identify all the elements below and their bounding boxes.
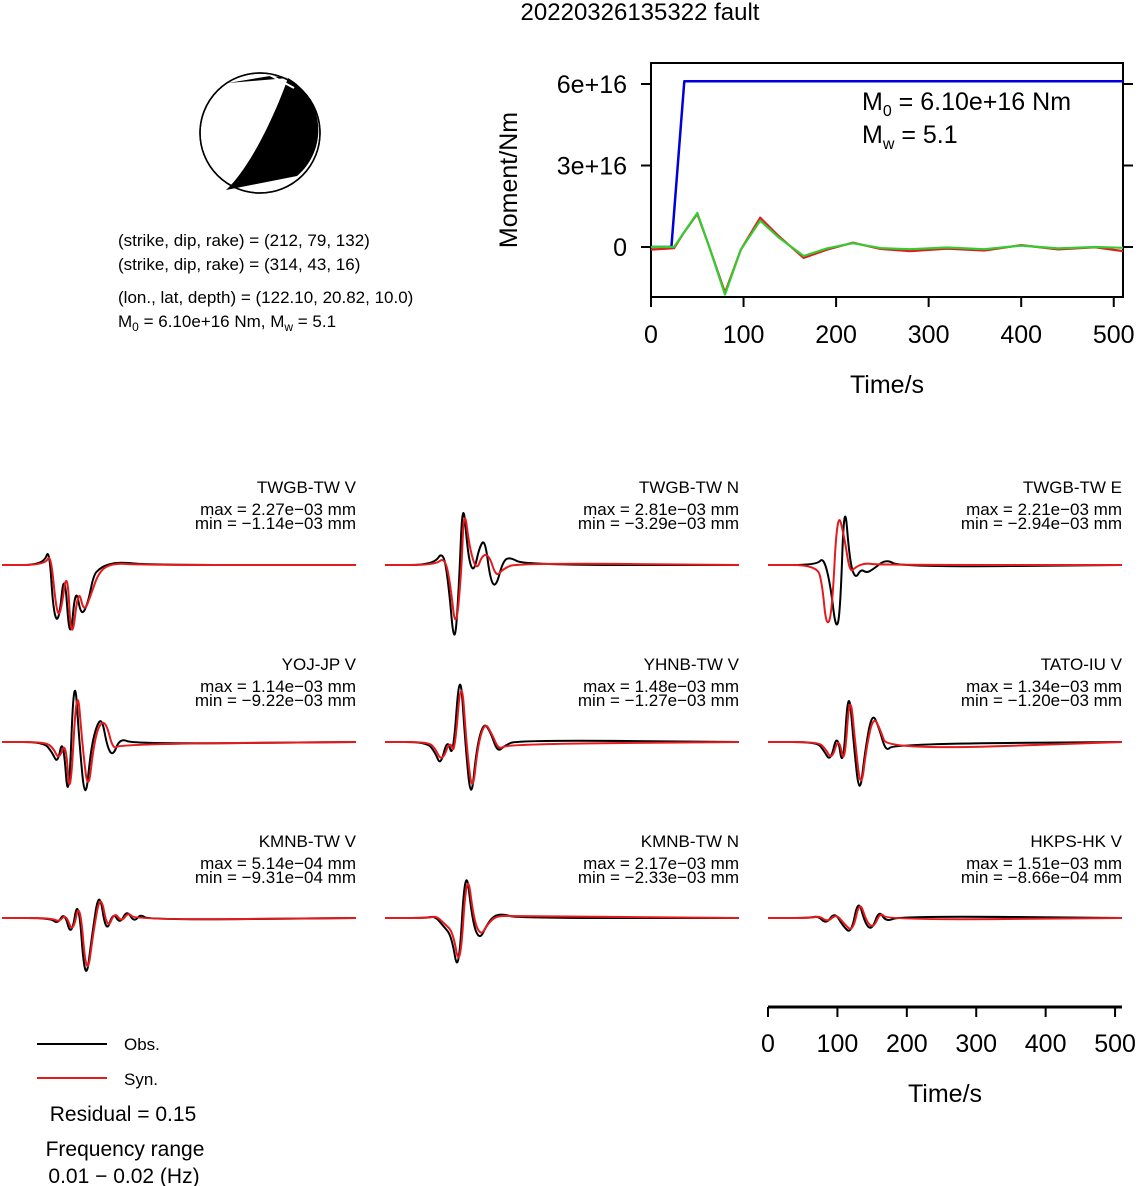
waveform-synthetic [1, 699, 357, 786]
waveform-synthetic [384, 517, 740, 621]
waveform-time-axis: Time/s 0 100 200 300 400 500 [761, 1005, 1136, 1108]
waveform-synthetic [2, 900, 357, 967]
waveform-xtick-label: 100 [817, 1030, 859, 1058]
moment-series-2 [651, 211, 1124, 296]
legend-syn-label: Syn. [124, 1070, 158, 1089]
station-min: min = −1.27e−03 mm [578, 691, 739, 710]
station-max: max = 2.17e−03 mm [583, 854, 739, 873]
station-label: TWGB-TW V [257, 478, 357, 497]
station-max: max = 2.27e−03 mm [200, 500, 356, 519]
station-label: HKPS-HK V [1030, 832, 1122, 851]
beachball-icon [199, 72, 321, 194]
station-max: max = 5.14e−04 mm [200, 854, 356, 873]
waveform-observed [1, 689, 357, 792]
waveform-observed [385, 879, 739, 964]
moment-chart: 0 3e+16 6e+16 0 100 200 300 400 500 Moment/Nm T… [495, 62, 1135, 399]
mechanism-line-4: M0 = 6.10e+16 Nm, Mw = 5.1 [118, 312, 336, 334]
station-min: min = −1.14e−03 mm [195, 514, 356, 533]
station-min: min = −9.31e−04 mm [195, 868, 356, 887]
moment-mw-annotation: Mw = 5.1 [862, 121, 958, 153]
station-max: max = 2.81e−03 mm [583, 500, 739, 519]
moment-series-1 [650, 212, 1124, 294]
station-label: KMNB-TW N [641, 832, 739, 851]
moment-series-group [650, 80, 1124, 296]
station-min: min = −2.33e−03 mm [578, 868, 739, 887]
waveform-synthetic [384, 689, 740, 785]
waveform-xtick-label: 400 [1025, 1030, 1067, 1058]
station-label: YOJ-JP V [282, 655, 357, 674]
station-max: max = 1.48e−03 mm [583, 677, 739, 696]
moment-plot-frame [650, 62, 1124, 298]
station-label: TWGB-TW N [639, 478, 739, 497]
station-min: min = −1.20e−03 mm [961, 691, 1122, 710]
station-max: max = 1.51e−03 mm [966, 854, 1122, 873]
moment-m0-annotation: M0 = 6.10e+16 Nm [862, 88, 1071, 120]
station-label: YHNB-TW V [644, 655, 740, 674]
residual-text: Residual = 0.15 [50, 1103, 197, 1126]
figure-title: 20220326135322 fault [521, 0, 760, 26]
station-max: max = 2.21e−03 mm [966, 500, 1122, 519]
waveform-xlabel: Time/s [908, 1080, 982, 1108]
moment-xtick-label: 0 [644, 321, 658, 349]
moment-xtick-label: 400 [1000, 321, 1042, 349]
waveform-synthetic [767, 519, 1122, 624]
station-min: min = −9.22e−03 mm [195, 691, 356, 710]
mechanism-line-1: (strike, dip, rake) = (212, 79, 132) [118, 231, 370, 250]
moment-xtick-label: 100 [723, 321, 765, 349]
waveform-synthetic [385, 883, 740, 959]
moment-xlabel: Time/s [850, 371, 924, 399]
waveform-synthetic [768, 905, 1123, 930]
moment-ytick-label: 0 [613, 234, 627, 262]
moment-ytick-label: 3e+16 [557, 153, 627, 181]
waveform-xtick-label: 0 [761, 1030, 775, 1058]
station-min: min = −2.94e−03 mm [961, 514, 1122, 533]
moment-xtick-label: 500 [1093, 321, 1135, 349]
legend: Obs. Syn. Residual = 0.15 Frequency rang… [37, 1035, 204, 1186]
waveform-xtick-label: 500 [1094, 1030, 1136, 1058]
moment-x-axis: 0 100 200 300 400 500 [644, 297, 1135, 349]
frequency-value: 0.01 − 0.02 (Hz) [48, 1165, 199, 1186]
station-label: TATO-IU V [1041, 655, 1123, 674]
waveform-observed [767, 700, 1123, 787]
waveform-synthetic [1, 557, 356, 631]
moment-ytick-label: 6e+16 [557, 71, 627, 99]
mechanism-line-3: (lon., lat, depth) = (122.10, 20.82, 10.… [118, 288, 413, 307]
station-label: KMNB-TW V [259, 832, 357, 851]
station-max: max = 1.14e−03 mm [200, 677, 356, 696]
waveform-observed [2, 898, 357, 972]
waveform-xtick-label: 300 [955, 1030, 997, 1058]
moment-xtick-label: 300 [908, 321, 950, 349]
moment-xtick-label: 200 [815, 321, 857, 349]
frequency-title: Frequency range [46, 1138, 205, 1161]
station-max: max = 1.34e−03 mm [966, 677, 1122, 696]
moment-y-axis: 0 3e+16 6e+16 [557, 71, 1133, 262]
waveform-synthetic [767, 703, 1123, 782]
moment-ylabel: Moment/Nm [495, 112, 523, 248]
legend-obs-label: Obs. [124, 1035, 160, 1054]
station-min: min = −8.66e−04 mm [961, 868, 1122, 887]
waveform-observed [384, 683, 740, 791]
mechanism-line-2: (strike, dip, rake) = (314, 43, 16) [118, 255, 360, 274]
station-label: TWGB-TW E [1023, 478, 1122, 497]
station-min: min = −3.29e−03 mm [578, 514, 739, 533]
waveform-xtick-label: 200 [886, 1030, 928, 1058]
